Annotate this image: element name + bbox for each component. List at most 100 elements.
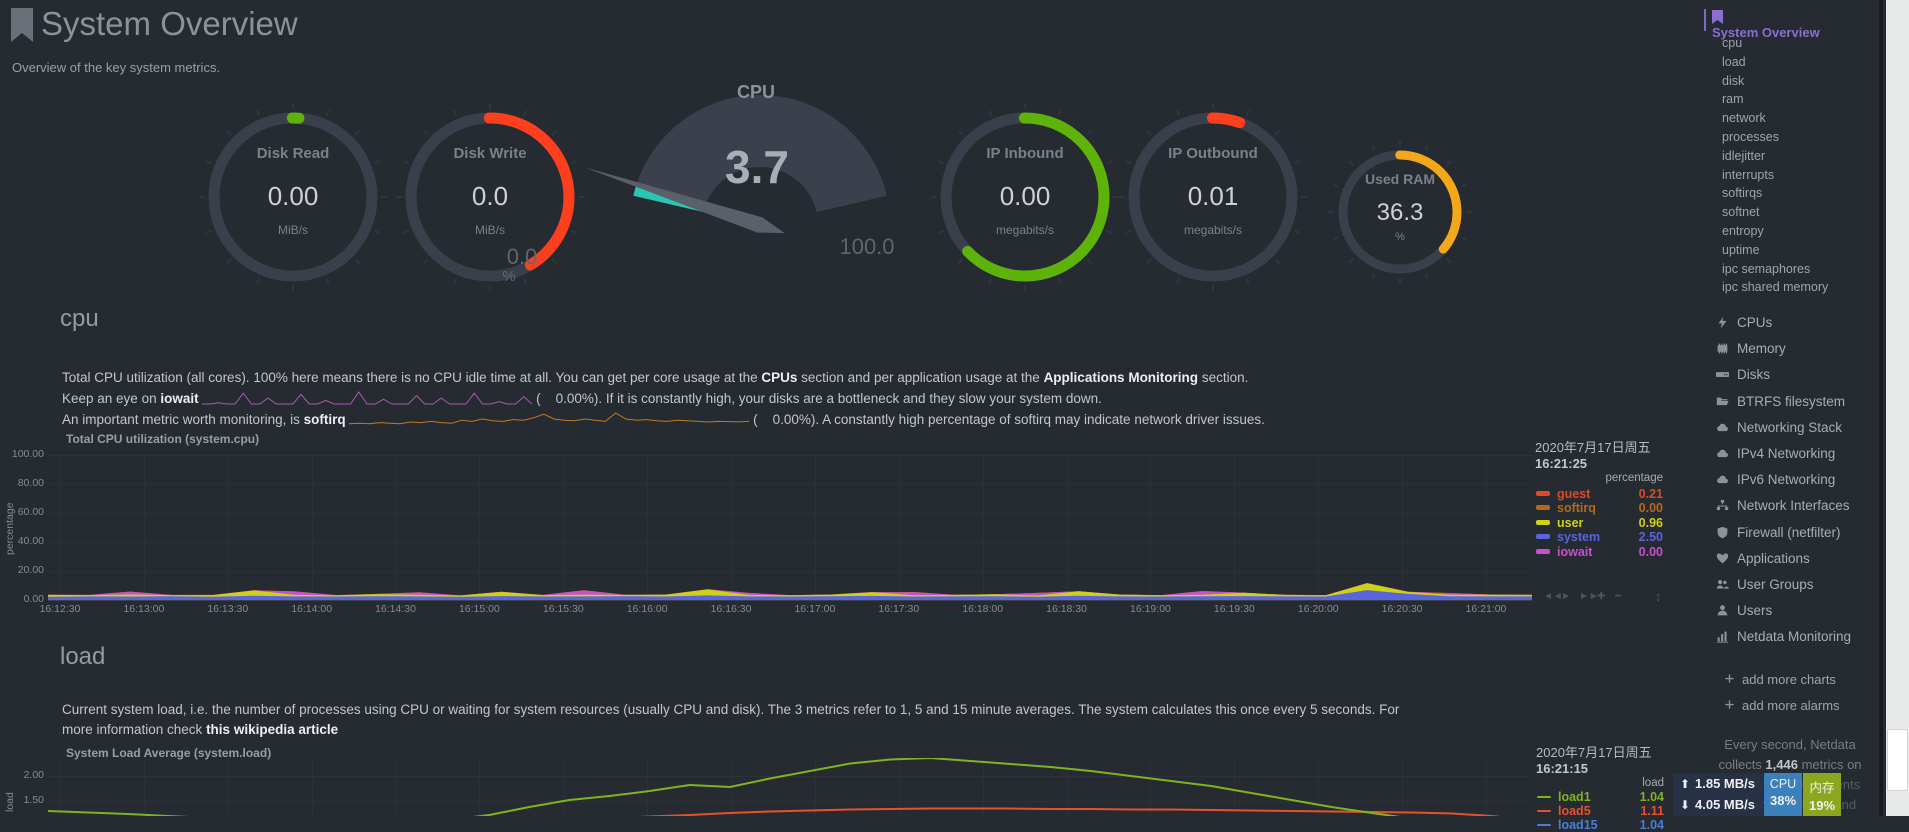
load-description: Current system load, i.e. the number of … (62, 702, 1400, 737)
play-icon[interactable]: ► (1561, 591, 1571, 602)
x-axis-tick: 16:14:30 (375, 603, 416, 615)
ip-outbound-gauge-title: IP Outbound (1168, 145, 1258, 162)
scrollbar-track[interactable] (1886, 0, 1909, 816)
disk-read-gauge[interactable]: Disk Read 0.00 MiB/s (193, 97, 393, 297)
sidebar-item-disk[interactable]: disk (1722, 73, 1745, 88)
bookmark-icon (1712, 10, 1723, 24)
add-more-alarms-button[interactable]: add more alarms (1724, 698, 1874, 716)
disk-write-gauge[interactable]: Disk Write 0.0 MiB/s (390, 97, 590, 297)
legend-item-load1[interactable]: load1 1.04 (1536, 790, 1664, 804)
sidebar-section-netdata-monitoring[interactable]: Netdata Monitoring (1716, 629, 1876, 647)
rewind-icon[interactable]: ◄◄ (1543, 591, 1563, 602)
cpu-gauge-min: 0.0 (506, 244, 538, 269)
sidebar-item-ram[interactable]: ram (1722, 92, 1744, 107)
sidebar-section-memory[interactable]: Memory (1716, 341, 1876, 359)
netdata-info-line: Every second, Netdata (1724, 737, 1856, 752)
sidebar-item-idlejitter[interactable]: idlejitter (1722, 148, 1766, 163)
disk-read-gauge-title: Disk Read (256, 145, 330, 162)
legend-item-guest[interactable]: guest 0.21 (1535, 487, 1663, 501)
legend-name: load1 (1558, 790, 1591, 804)
ip-inbound-gauge-unit: megabits/s (995, 223, 1055, 237)
gridline-v (1318, 760, 1320, 816)
sidebar-item-cpu[interactable]: cpu (1722, 36, 1743, 50)
gridline-h (48, 776, 1532, 777)
sidebar-section-cpus[interactable]: CPUs (1716, 315, 1876, 333)
sidebar-item-processes[interactable]: processes (1722, 130, 1779, 144)
sidebar-item-softirqs[interactable]: softirqs (1722, 186, 1763, 201)
sidebar-section-applications[interactable]: Applications (1716, 551, 1876, 569)
cpu-gauge-unit: % (502, 268, 516, 285)
inline-sparkline (202, 391, 533, 405)
x-axis-tick: 16:17:00 (794, 603, 836, 615)
x-axis-tick: 16:20:30 (1381, 603, 1423, 615)
legend-item-load15[interactable]: load15 1.04 (1536, 818, 1664, 832)
legend-item-softirq[interactable]: softirq 0.00 (1535, 501, 1663, 515)
forward-icon[interactable]: ►► (1579, 591, 1599, 602)
gridline-v (143, 760, 145, 816)
ip-outbound-gauge[interactable]: IP Outbound 0.01 megabits/s (1113, 97, 1313, 297)
users-icon (1716, 579, 1729, 589)
sidebar-section-network-interfaces[interactable]: Network Interfaces (1716, 498, 1876, 516)
sidebar-item-ipc-semaphores[interactable]: ipc semaphores (1722, 261, 1811, 276)
cpu-gauge[interactable]: CPU 3.7 0.0 100.0 % (480, 60, 1040, 300)
sidebar-item-uptime[interactable]: uptime (1722, 242, 1760, 257)
gridline-h (48, 542, 1532, 543)
sidebar-section-disks[interactable]: Disks (1716, 367, 1876, 385)
sidebar-section-networking-stack[interactable]: Networking Stack (1716, 420, 1876, 438)
gridline-h (48, 571, 1532, 572)
disk-read-gauge-arc (208, 112, 378, 282)
cloud-icon (1717, 449, 1728, 458)
legend-item-system[interactable]: system 2.50 (1535, 530, 1663, 544)
gridline-v (1485, 455, 1487, 600)
sidebar-item-network[interactable]: network (1722, 111, 1766, 126)
scrollbar-thumb[interactable] (1887, 729, 1908, 791)
gridline-v (479, 455, 481, 600)
y-axis-tick: 2.00 (23, 769, 44, 781)
cpu-chart-legend: 2020年7月17日周五 16:21:25 percentage guest 0.… (1535, 437, 1663, 567)
legend-name: user (1557, 515, 1584, 530)
sidebar-section-firewall-netfilter-[interactable]: Firewall (netfilter) (1716, 525, 1876, 543)
sidebar-item-softnet[interactable]: softnet (1722, 205, 1760, 220)
section-heading-cpu: cpu (60, 305, 99, 332)
x-axis-tick: 16:16:30 (710, 603, 752, 615)
cpu-gauge-dial (633, 95, 887, 212)
gridline-v (814, 455, 816, 600)
add-more-charts-button[interactable]: add more charts (1724, 672, 1874, 690)
sidebar-section-users[interactable]: Users (1716, 603, 1876, 621)
cpu-chart-plot[interactable]: 100.00 80.00 60.00 40.00 20.00 0.00 16:12:30 16… (0, 445, 1535, 620)
gridline-h (48, 600, 1532, 601)
gridline-v (731, 760, 733, 816)
sidebar-divider (1879, 0, 1883, 816)
sidebar-item-entropy[interactable]: entropy (1722, 224, 1764, 238)
sidebar-item-interrupts[interactable]: interrupts (1722, 167, 1775, 182)
disk-read-gauge-value: 0.00 (267, 181, 319, 211)
sidebar-section-ipv4-networking[interactable]: IPv4 Networking (1716, 446, 1876, 464)
legend-value: 1.04 (1639, 790, 1664, 804)
used-ram-gauge[interactable]: Used RAM 36.3% (1325, 137, 1475, 287)
resize-icon[interactable]: ↕ (1655, 589, 1662, 604)
x-axis-tick: 16:12:30 (39, 603, 81, 615)
legend-item-user[interactable]: user 0.96 (1535, 516, 1663, 530)
legend-item-load5[interactable]: load5 1.11 (1536, 804, 1664, 818)
load-chart-legend: 2020年7月17日周五 16:21:15 load load1 1.04 load… (1536, 742, 1664, 832)
ip-inbound-gauge[interactable]: IP Inbound 0.00 megabits/s (925, 97, 1125, 297)
gridline-v (1318, 455, 1320, 600)
plus-icon[interactable]: ✚ (1597, 591, 1606, 602)
sidebar-item-load[interactable]: load (1722, 54, 1746, 69)
minus-icon[interactable]: ━ (1615, 591, 1622, 602)
legend-item-iowait[interactable]: iowait 0.00 (1535, 545, 1663, 559)
sidebar-section-user-groups[interactable]: User Groups (1716, 577, 1876, 595)
x-axis-tick: 16:15:00 (458, 603, 500, 615)
sidebar-section-ipv6-networking[interactable]: IPv6 Networking (1716, 472, 1876, 490)
sidebar-item-ipc-shared-memory[interactable]: ipc shared memory (1722, 280, 1829, 295)
page-title: System Overview (41, 5, 298, 42)
gridline-v (311, 760, 313, 816)
action-label: add more charts (1742, 672, 1836, 687)
sidebar-section-btrfs-filesystem[interactable]: BTRFS filesystem (1716, 394, 1876, 412)
gridline-v (982, 455, 984, 600)
x-axis-tick: 16:17:30 (878, 603, 920, 615)
gridline-v (60, 455, 61, 600)
sidebar-item-system-overview[interactable]: System Overview (1712, 10, 1820, 40)
disk-write-gauge-value: 0.0 (471, 181, 509, 211)
load-chart-plot[interactable]: 2.00 1.50 (0, 758, 1535, 816)
